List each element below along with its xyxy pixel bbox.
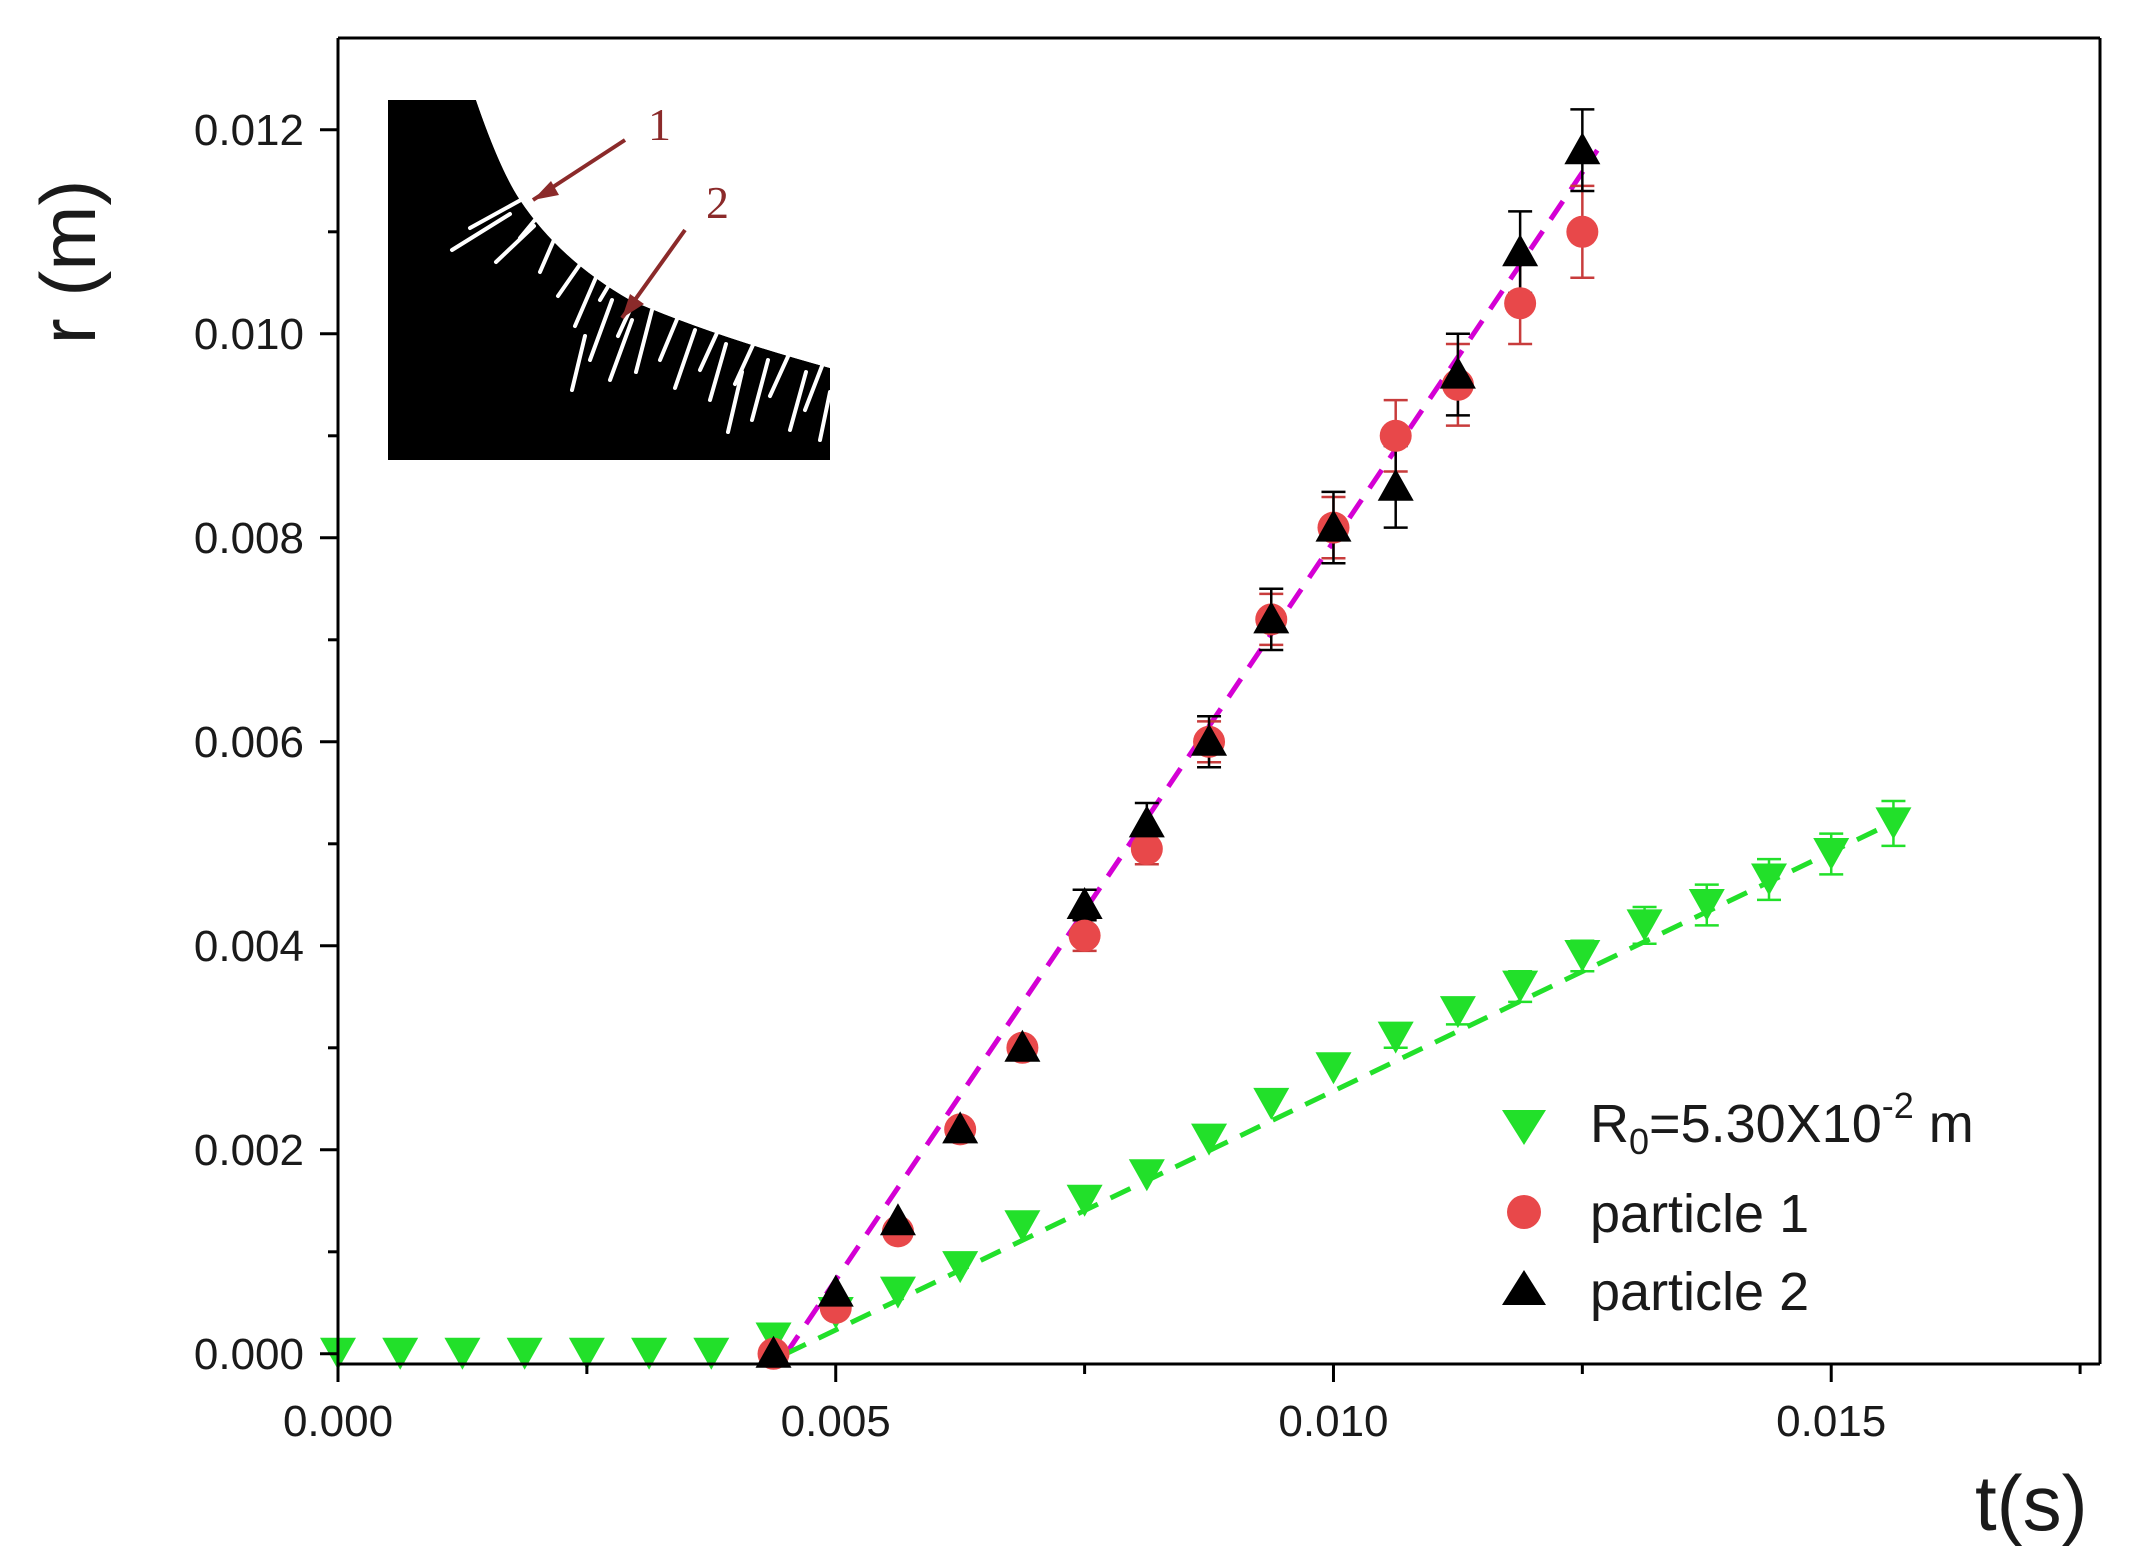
inset-spike [708,342,728,402]
particle-1-marker [1379,419,1412,452]
inset-spike [768,350,792,398]
particle-2-marker [942,1111,979,1144]
y-tick-label: 0.012 [194,106,304,155]
y-tick-label: 0.006 [194,718,304,767]
r0-marker [1626,909,1663,942]
r0-marker [506,1337,543,1370]
inset-spike [598,256,627,302]
inset-spike [538,224,562,274]
y-tick-label: 0.004 [194,922,304,971]
inset-label-1: 1 [648,99,671,150]
particle-2-marker [755,1335,792,1368]
legend-label-r0: R0=5.30X10-2 m [1590,1085,1974,1162]
legend-marker-r0 [1502,1110,1546,1145]
inset-spike [494,224,536,264]
r0-marker [1813,838,1850,870]
r0-marker [1564,940,1601,972]
particle-2-marker [1004,1029,1041,1062]
y-tick-label: 0.008 [194,514,304,563]
inset-spike [570,334,587,392]
r0-marker [568,1337,605,1370]
r0-marker [1315,1052,1352,1085]
y-tick-labels: 0.000 0.002 0.004 0.006 0.008 0.010 0.01… [194,106,304,1379]
inset-label-2: 2 [706,177,729,228]
legend-label-particle-2: particle 2 [1590,1262,1809,1322]
x-tick-label: 0.000 [283,1397,393,1446]
inset-arrowhead-1 [533,181,559,200]
particle-2-marker [1377,468,1414,501]
inset-spike [788,370,808,432]
particle-1-marker [1068,919,1101,952]
inset-spike [658,310,682,362]
x-tick-label: 0.015 [1776,1397,1886,1446]
inset-spike [556,248,592,298]
particle-2-marker [1564,132,1601,165]
y-tick-label: 0.002 [194,1126,304,1175]
particle-2-marker [1066,887,1103,919]
fit-line-particles [783,148,1600,1356]
y-axis-title: r (m) [24,180,112,345]
inset-spike [608,318,634,382]
x-tick-labels: 0.000 0.005 0.010 0.015 [283,1397,1886,1446]
inset-spike [588,298,614,362]
legend: R0=5.30X10-2 m particle 1 particle 2 [1502,1085,1974,1322]
x-tick-label: 0.010 [1278,1397,1388,1446]
particle-1-marker [1504,287,1537,320]
r0-marker [1875,807,1912,840]
x-tick-label: 0.005 [781,1397,891,1446]
inset-spike [726,370,744,434]
x-axis-title: t(s) [1975,1459,2088,1547]
r0-marker [444,1337,481,1370]
inset-spike [698,320,724,372]
particle-2-marker [817,1274,854,1307]
r0-marker [1004,1210,1041,1243]
inset-spike [450,212,512,252]
particle-2-marker [1439,356,1476,389]
r0-marker [879,1276,916,1309]
r0-marker [1066,1184,1103,1217]
r0-marker [1191,1123,1228,1156]
data-markers [320,132,1912,1370]
inset-spike [750,358,770,422]
r0-marker [1253,1087,1290,1120]
inset-spike [733,332,760,386]
r0-marker [382,1337,419,1370]
inset-spike [673,328,697,390]
y-tick-label: 0.000 [194,1330,304,1379]
inset-spike [803,364,824,412]
particle-2-marker [1502,234,1539,267]
particle-2-marker [1191,723,1228,756]
r0-marker [631,1337,668,1370]
particle-2-marker [1315,509,1352,542]
axes-frame [336,36,2102,1366]
legend-marker-particle-1 [1507,1195,1541,1229]
legend-marker-particle-2 [1502,1270,1546,1305]
r0-marker [1688,889,1725,921]
particle-2-marker [1128,805,1165,838]
r0-marker [693,1337,730,1370]
r0-marker [942,1251,979,1284]
axis-ticks [320,128,2082,1382]
inset-spike [573,266,602,328]
inset-spike [818,390,832,442]
particle-2-marker [1253,601,1290,634]
r0-marker [1502,970,1539,1003]
r0-marker [1377,1021,1414,1054]
r0-marker [1439,996,1476,1029]
particle-1-marker [1130,832,1163,865]
inset-spike [468,194,530,230]
inset-spike [634,308,654,374]
particle-2-marker [879,1203,916,1236]
r0-marker [1751,863,1788,896]
r0-marker [1128,1159,1165,1192]
legend-label-particle-1: particle 1 [1590,1184,1809,1244]
inset-image: 1 2 [388,99,832,460]
inset-white-region [476,100,830,368]
inset-arrowhead-2 [622,294,644,318]
particle-1-marker [1566,215,1599,248]
y-tick-label: 0.010 [194,310,304,359]
